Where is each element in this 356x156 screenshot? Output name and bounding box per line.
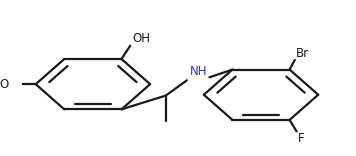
Text: OH: OH [132, 32, 150, 45]
Text: O: O [0, 78, 8, 91]
Text: Br: Br [296, 46, 309, 60]
Text: NH: NH [190, 65, 208, 78]
Text: F: F [298, 132, 305, 145]
